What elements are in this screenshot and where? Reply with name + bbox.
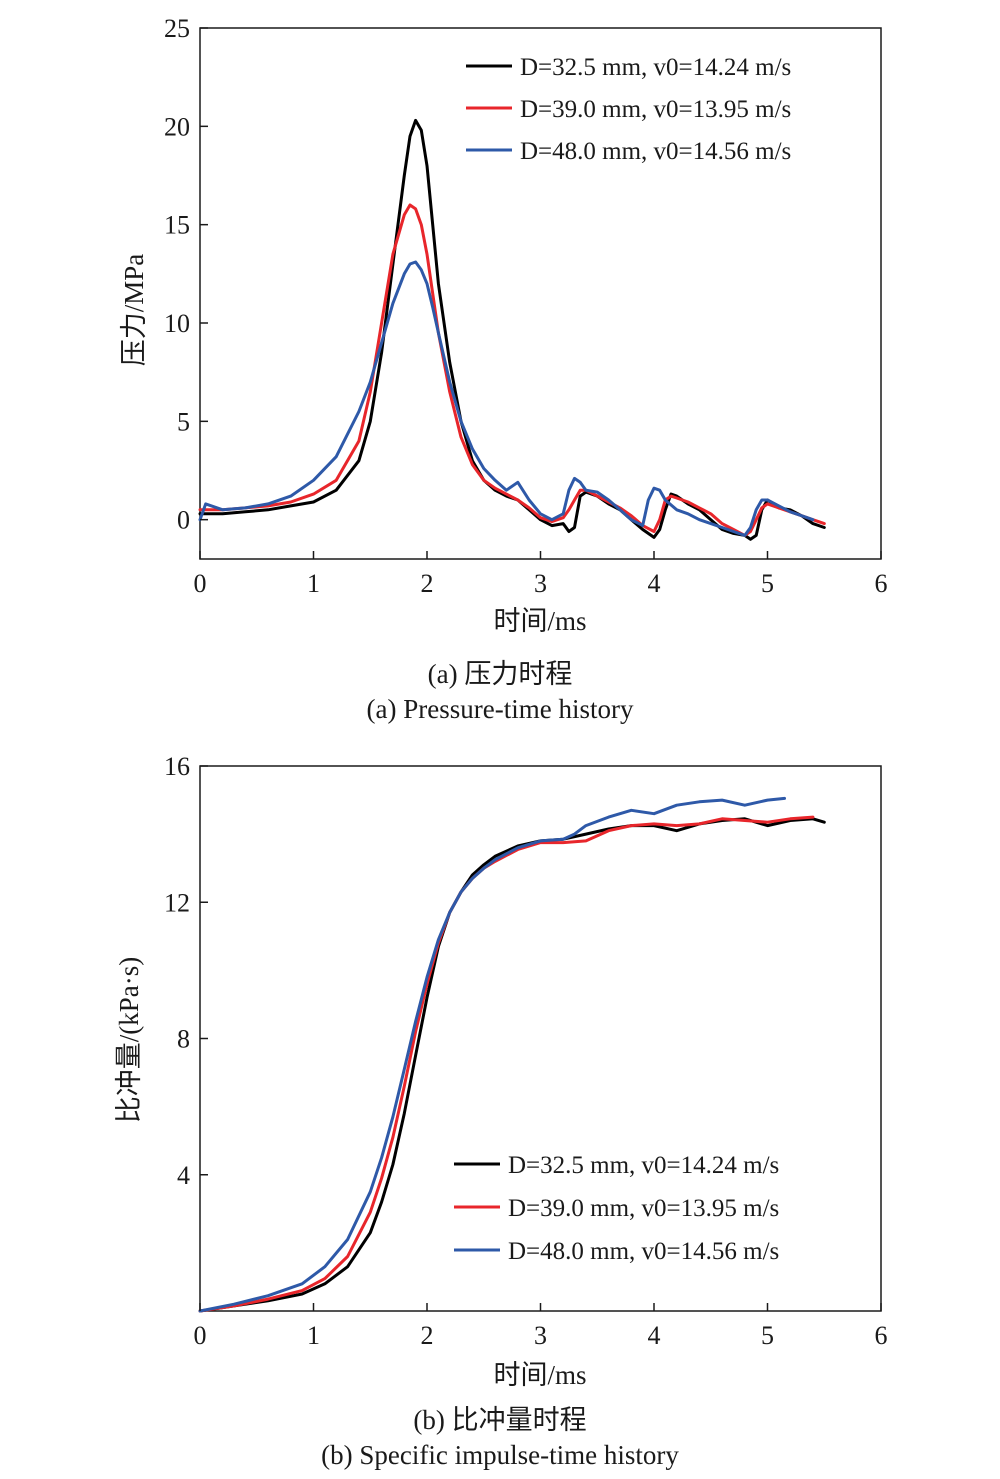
x-tick-label: 2 (421, 569, 434, 598)
series-line-3 (198, 796, 786, 1313)
x-axis-label: 时间/ms (493, 606, 586, 636)
y-axis: 0 5 10 15 20 25 (164, 14, 208, 535)
legend-entry: D=48.0 mm, v0=14.56 m/s (508, 1238, 779, 1265)
x-axis: 0 1 2 3 4 5 6 (194, 551, 888, 598)
x-tick-label: 3 (534, 569, 547, 598)
x-tick-label: 0 (194, 1321, 207, 1350)
y-tick-label: 8 (177, 1025, 190, 1054)
y-tick-label: 0 (177, 506, 190, 535)
x-tick-label: 6 (875, 1321, 888, 1350)
legend-entry: D=48.0 mm, v0=14.56 m/s (520, 138, 791, 165)
x-tick-label: 5 (761, 1321, 774, 1350)
legend: D=32.5 mm, v0=14.24 m/s D=39.0 mm, v0=13.… (454, 1152, 779, 1265)
y-tick-label: 12 (164, 888, 190, 917)
x-tick-label: 4 (648, 569, 661, 598)
pressure-chart: 0 1 2 3 4 5 6 0 5 10 15 20 25 时间/ms 压力/MPa D=32.5 m… (119, 14, 888, 636)
legend: D=32.5 mm, v0=14.24 m/s D=39.0 mm, v0=13.… (466, 54, 791, 165)
y-axis-label: 压力/MPa (119, 254, 149, 367)
y-tick-label: 15 (164, 211, 190, 240)
caption-a-en: (a) Pressure-time history (366, 694, 634, 724)
caption-b-cn: (b) 比冲量时程 (413, 1405, 587, 1435)
x-tick-label: 1 (307, 569, 320, 598)
y-axis: 4 8 12 16 (164, 752, 208, 1190)
series-layer (198, 796, 826, 1313)
y-tick-label: 25 (164, 14, 190, 43)
x-tick-label: 1 (307, 1321, 320, 1350)
series-line-3 (198, 260, 815, 537)
x-tick-label: 5 (761, 569, 774, 598)
plot-frame (199, 765, 882, 1312)
x-axis-label: 时间/ms (493, 1360, 586, 1390)
x-tick-label: 6 (875, 569, 888, 598)
legend-entry: D=39.0 mm, v0=13.95 m/s (520, 96, 791, 123)
series-line-2 (198, 815, 815, 1313)
series-layer (198, 118, 826, 541)
y-tick-label: 10 (164, 309, 190, 338)
y-tick-label: 5 (177, 407, 190, 436)
legend-entry: D=32.5 mm, v0=14.24 m/s (508, 1152, 779, 1179)
x-tick-label: 3 (534, 1321, 547, 1350)
x-tick-label: 2 (421, 1321, 434, 1350)
legend-entry: D=32.5 mm, v0=14.24 m/s (520, 54, 791, 81)
caption-a-cn: (a) 压力时程 (427, 659, 573, 689)
x-tick-label: 0 (194, 569, 207, 598)
x-axis: 0 1 2 3 4 5 6 (194, 1303, 888, 1350)
caption-b-en: (b) Specific impulse-time history (321, 1440, 679, 1470)
y-tick-label: 4 (177, 1161, 190, 1190)
y-tick-label: 20 (164, 112, 190, 141)
y-axis-label: 比冲量/(kPa·s) (114, 957, 144, 1123)
series-line-1 (198, 118, 826, 541)
x-tick-label: 4 (648, 1321, 661, 1350)
legend-entry: D=39.0 mm, v0=13.95 m/s (508, 1195, 779, 1222)
y-tick-label: 16 (164, 752, 190, 781)
